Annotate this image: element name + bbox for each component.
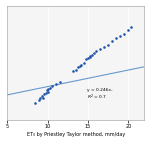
Point [41,95,43,98]
Point [123,33,125,35]
Point [80,64,83,66]
Point [42,97,45,100]
Point [79,65,81,67]
Point [77,66,79,69]
Point [95,50,97,52]
Point [87,57,89,59]
Point [91,54,93,56]
Point [50,85,53,88]
Point [83,62,85,64]
Point [54,83,57,86]
Point [45,88,48,91]
Point [85,58,87,61]
Point [107,43,109,46]
Point [46,91,49,93]
Point [45,92,47,94]
Point [92,51,95,54]
Point [88,55,91,57]
Point [103,46,105,48]
Point [72,70,75,72]
Point [47,88,50,90]
Text: y = 0.246x-
$R^2$ = 0.7: y = 0.246x- $R^2$ = 0.7 [87,88,112,102]
Point [115,37,117,39]
Point [34,102,37,104]
Point [49,87,51,89]
Point [89,56,92,59]
Point [58,80,61,83]
Point [119,35,121,37]
Point [129,26,132,28]
Point [127,29,129,32]
Point [43,93,45,96]
Point [75,68,77,71]
X-axis label: ET₀ by Priestley Taylor method, mm/day: ET₀ by Priestley Taylor method, mm/day [27,132,125,137]
Point [111,39,113,42]
Point [38,99,41,101]
Point [99,48,101,51]
Point [39,97,41,99]
